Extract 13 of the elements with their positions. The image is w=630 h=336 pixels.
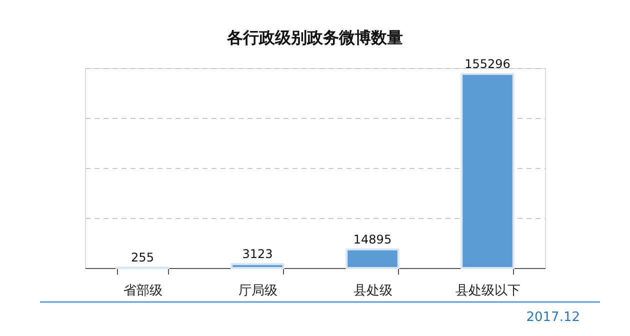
data-label: 255: [131, 250, 154, 265]
x-tick-label: 厅局级: [238, 284, 278, 298]
data-label: 3123: [242, 247, 273, 262]
x-tick-label: 县处级: [354, 284, 392, 298]
data-label: 155296: [464, 56, 510, 71]
x-tick-label: 省部级: [124, 284, 162, 298]
chart-title: 各行政级别政务微博数量: [226, 28, 403, 47]
bar: [460, 72, 514, 269]
bar: [346, 248, 400, 269]
data-label: 14895: [353, 232, 392, 246]
text: 2017.12: [526, 310, 580, 325]
bar: [230, 263, 284, 269]
x-tick-label: 县处级以下: [456, 284, 520, 298]
